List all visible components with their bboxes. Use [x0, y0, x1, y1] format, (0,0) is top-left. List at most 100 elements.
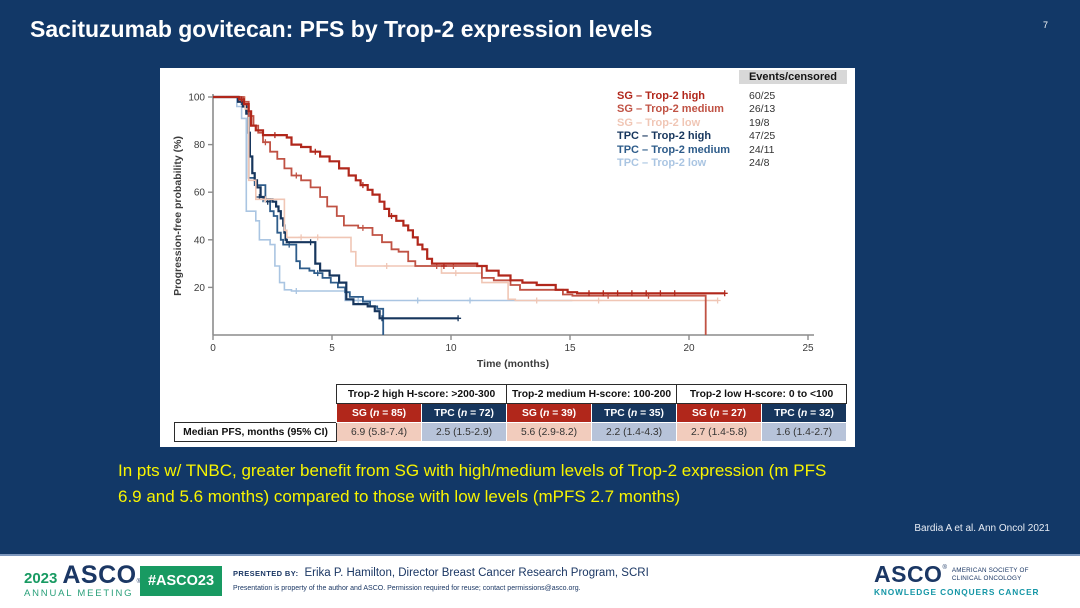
km-censor-tick: [614, 290, 621, 297]
km-curve: [213, 96, 718, 302]
page-title: Sacituzumab govitecan: PFS by Trop-2 exp…: [30, 16, 653, 42]
svg-text:60: 60: [194, 188, 206, 199]
km-censor-tick: [388, 213, 395, 219]
km-censor-tick: [657, 290, 664, 297]
arm-label: SG (: [691, 407, 714, 419]
km-censor-tick: [586, 290, 592, 297]
km-curve: [213, 96, 707, 335]
km-legend: Events/censored SG – Trop-2 high 60/25 S…: [617, 70, 847, 170]
legend-header: Events/censored: [739, 70, 847, 84]
arm-n-value: = 39): [549, 407, 577, 419]
arm-n-value: = 35): [637, 407, 664, 419]
km-curve: [213, 96, 573, 302]
arm-n-value: = 32): [807, 407, 834, 419]
table-arm-header: SG (n = 27): [676, 403, 763, 423]
asco-society-logo: ASCO ® AMERICAN SOCIETY OF CLINICAL ONCO…: [874, 563, 1054, 598]
hashtag-badge: #ASCO23: [140, 566, 222, 596]
km-curve: [213, 95, 725, 295]
legend-label: TPC – Trop-2 medium: [617, 143, 731, 156]
key-finding-line2: 6.9 and 5.6 months) compared to those wi…: [118, 487, 681, 506]
median-pfs-table: Trop-2 high H-score: >200-300 Trop-2 med…: [174, 384, 848, 442]
presenter-block: PRESENTED BY: Erika P. Hamilton, Director…: [233, 567, 649, 592]
legend-events-censored: 26/13: [749, 103, 776, 116]
km-censor-tick: [271, 132, 278, 139]
meeting-asco-wordmark: ASCO: [62, 561, 137, 589]
median-pfs-value: 2.5 (1.5-2.9): [420, 422, 508, 442]
km-censor-tick: [355, 297, 362, 304]
arm-n: n: [543, 407, 550, 419]
table-arm-header-row: SG (n = 85) TPC (n = 72) SG (n = 39) TPC…: [175, 403, 848, 423]
legend-item: SG – Trop-2 low 19/8: [617, 116, 847, 130]
km-censor-tick: [262, 139, 269, 146]
citation: Bardia A et al. Ann Oncol 2021: [914, 523, 1050, 534]
km-censor-tick: [440, 263, 447, 269]
legend-label: SG – Trop-2 low: [617, 116, 701, 129]
asco-annual-meeting-logo-top: 2023 ASCO ®: [24, 561, 142, 589]
km-censor-tick: [452, 270, 459, 277]
legend-item: TPC – Trop-2 low 24/8: [617, 157, 847, 171]
table-blank-cell: [175, 385, 337, 404]
legend-events-censored: 47/25: [749, 130, 776, 143]
km-censor-tick: [467, 297, 473, 304]
median-pfs-value: 5.6 (2.9-8.2): [506, 422, 593, 442]
svg-text:15: 15: [564, 343, 576, 354]
legend-events-censored: 24/8: [749, 157, 770, 170]
arm-n: n: [631, 407, 638, 419]
svg-text:Progression-free probability (: Progression-free probability (%): [172, 136, 184, 296]
legend-item: TPC – Trop-2 medium 24/11: [617, 143, 847, 157]
arm-label: TPC (: [604, 407, 631, 419]
svg-text:20: 20: [683, 343, 695, 354]
legend-label: TPC – Trop-2 low: [617, 157, 707, 170]
median-pfs-value: 2.2 (1.4-4.3): [591, 422, 678, 442]
km-censor-tick: [628, 290, 635, 297]
meeting-year: 2023: [24, 570, 58, 587]
km-censor-tick: [359, 182, 366, 189]
km-censor-tick: [293, 172, 300, 179]
society-line1: AMERICAN SOCIETY OF: [951, 567, 1029, 574]
km-censor-tick: [359, 224, 366, 231]
median-pfs-value: 1.6 (1.4-2.7): [761, 422, 848, 442]
km-censor-tick: [721, 290, 728, 297]
legend-label: SG – Trop-2 high: [617, 89, 706, 102]
km-censor-tick: [671, 290, 678, 297]
legend-events-censored: 24/11: [749, 143, 775, 156]
table-row-label: Median PFS, months (95% CI): [174, 422, 337, 442]
svg-text:80: 80: [194, 140, 206, 151]
legend-rows: SG – Trop-2 high 60/25 SG – Trop-2 mediu…: [617, 89, 847, 170]
arm-label: TPC (: [434, 407, 461, 419]
legend-item: TPC – Trop-2 high 47/25: [617, 130, 847, 144]
svg-text:Time (months): Time (months): [477, 358, 549, 370]
legend-events-censored: 60/25: [749, 89, 776, 102]
km-censor-tick: [643, 290, 650, 297]
km-censor-tick: [533, 297, 540, 304]
km-censor-tick: [600, 290, 607, 297]
asco-annual-meeting-logo: 2023 ASCO ® ANNUAL MEETING: [24, 561, 142, 600]
table-arm-header: TPC (n = 35): [591, 403, 678, 423]
svg-text:40: 40: [194, 235, 206, 246]
table-arm-header: TPC (n = 72): [420, 403, 508, 423]
km-censor-tick: [238, 96, 245, 103]
table-arm-header: TPC (n = 32): [761, 403, 848, 423]
km-censor-tick: [414, 297, 421, 304]
legend-label: TPC – Trop-2 high: [617, 130, 712, 143]
table-values-row: Median PFS, months (95% CI) 6.9 (5.8-7.4…: [174, 422, 848, 442]
arm-n: n: [801, 407, 808, 419]
table-group-header: Trop-2 medium H-score: 100-200: [506, 384, 678, 404]
km-censor-tick: [298, 234, 305, 241]
meeting-subtitle: ANNUAL MEETING: [24, 588, 134, 599]
arm-n-value: = 27): [719, 407, 747, 419]
table-blank-cell: [175, 404, 337, 423]
presented-by-line: PRESENTED BY: Erika P. Hamilton, Director…: [233, 567, 649, 579]
asco-society-logo-top: ASCO ® AMERICAN SOCIETY OF CLINICAL ONCO…: [874, 563, 1054, 586]
svg-text:5: 5: [329, 343, 335, 354]
slide-page-number: 7: [1042, 20, 1048, 30]
km-censor-tick: [262, 196, 269, 203]
registered-mark: ®: [136, 579, 142, 585]
legend-label: SG – Trop-2 medium: [617, 103, 724, 116]
arm-label: TPC (: [774, 407, 801, 419]
svg-text:0: 0: [210, 343, 216, 354]
km-censor-tick: [314, 270, 321, 277]
km-censor-tick: [714, 297, 721, 304]
arm-n: n: [460, 407, 468, 419]
table-group-header: Trop-2 low H-score: 0 to <100: [676, 384, 848, 404]
